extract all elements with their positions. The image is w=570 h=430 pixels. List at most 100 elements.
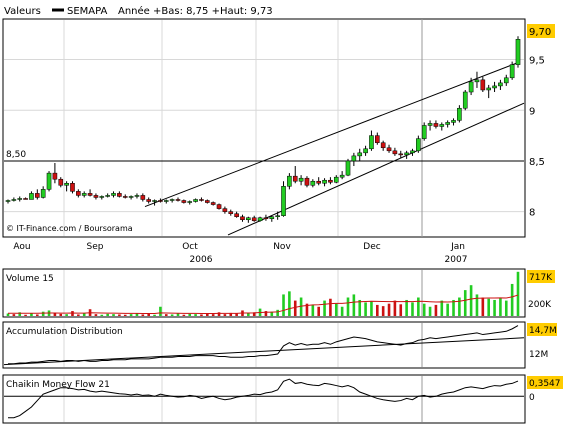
- candle-body: [457, 107, 462, 121]
- volume-bar: [77, 314, 80, 316]
- accdist-y-tick: 12M: [529, 350, 548, 360]
- candle-body: [345, 160, 351, 176]
- volume-last-box: [527, 270, 555, 283]
- volume-bar: [59, 313, 63, 316]
- header-symbol: SEMAPA: [67, 6, 108, 17]
- volume-bar: [504, 300, 508, 316]
- candle-body: [263, 217, 269, 219]
- volume-bar: [305, 303, 309, 316]
- volume-bar: [24, 314, 27, 316]
- volume-bar: [399, 304, 403, 316]
- accdist-last-box: [527, 323, 557, 336]
- month-label: Aou: [13, 242, 30, 252]
- candle-body: [175, 199, 181, 201]
- candle-body: [433, 123, 439, 127]
- volume-bar: [417, 297, 420, 316]
- volume-bar: [370, 301, 373, 316]
- candle-body: [128, 196, 134, 198]
- candle-body: [210, 202, 216, 205]
- candle-body: [357, 152, 363, 157]
- candle-body: [240, 216, 245, 221]
- candle-body: [410, 150, 415, 154]
- candle-body: [462, 91, 468, 109]
- candle-body: [257, 217, 263, 222]
- candle-body: [58, 178, 64, 186]
- candle-body: [333, 176, 339, 183]
- volume-bar: [229, 312, 233, 316]
- volume-bar: [510, 283, 514, 316]
- volume-bar: [405, 299, 408, 316]
- volume-bar: [270, 311, 274, 316]
- volume-bar: [516, 271, 520, 316]
- volume-bar: [323, 300, 326, 316]
- candle-body: [222, 208, 228, 212]
- volume-bar: [18, 312, 22, 316]
- volume-bar: [94, 314, 98, 316]
- volume-bar: [411, 302, 414, 316]
- candle-body: [111, 193, 116, 196]
- volume-bar: [346, 297, 350, 316]
- candle-body: [275, 215, 280, 217]
- candle-body: [251, 217, 257, 222]
- volume-bar: [282, 294, 285, 316]
- volume-bar: [194, 314, 197, 316]
- volume-bar: [352, 294, 356, 316]
- candle-body: [328, 179, 333, 183]
- volume-bar: [264, 311, 268, 316]
- candle-body: [287, 175, 292, 187]
- cmf-line: [8, 378, 519, 419]
- volume-bar: [6, 313, 10, 316]
- year-label: 2007: [445, 255, 468, 265]
- candle-body: [246, 217, 251, 221]
- candlesticks: [5, 36, 521, 223]
- volume-bar: [12, 314, 16, 316]
- candle-body: [404, 152, 409, 156]
- volume-bar: [376, 304, 379, 316]
- volume-average-line: [8, 294, 519, 315]
- candle-body: [163, 200, 169, 202]
- candle-body: [93, 195, 99, 198]
- candle-body: [122, 196, 128, 198]
- reference-line-label: 8,50: [6, 150, 26, 160]
- accdist-last-label: 14,7M: [529, 326, 557, 336]
- volume-bar: [135, 313, 139, 316]
- volume-bar: [288, 291, 291, 316]
- volume-panel-frame: [2, 268, 526, 318]
- cmf-last-label: 0,3547: [529, 379, 561, 389]
- volume-bar: [293, 300, 297, 316]
- header-range: Année +Bas: 8,75 +Haut: 9,73: [118, 5, 273, 17]
- candle-body: [398, 153, 404, 156]
- volume-bar: [106, 313, 109, 316]
- candle-body: [380, 142, 386, 149]
- volume-bar: [164, 314, 168, 316]
- volume-bar: [499, 297, 502, 316]
- candle-body: [81, 193, 87, 196]
- candle-body: [503, 77, 509, 84]
- volume-bar: [36, 314, 39, 316]
- candle-body: [421, 125, 427, 139]
- candle-body: [199, 199, 204, 201]
- volume-bar: [182, 314, 186, 316]
- candle-body: [117, 193, 122, 197]
- year-labels: 2006 2007: [190, 255, 468, 265]
- candle-body: [322, 179, 327, 184]
- volume-bar: [153, 314, 156, 316]
- candle-body: [392, 150, 398, 155]
- candle-body: [152, 200, 157, 202]
- candle-body: [87, 193, 93, 196]
- volume-bar: [440, 300, 444, 316]
- candle-body: [76, 191, 81, 196]
- candle-body: [386, 147, 392, 152]
- month-label: Jan: [450, 242, 465, 252]
- volume-bar: [428, 306, 432, 316]
- volume-bar: [223, 314, 227, 316]
- candle-body: [363, 148, 368, 154]
- candle-body: [181, 200, 187, 203]
- candle-body: [316, 180, 321, 184]
- volume-bar: [41, 311, 45, 316]
- lower-grid: [63, 19, 423, 422]
- month-label: Sep: [87, 242, 104, 252]
- candle-body: [375, 135, 380, 143]
- volume-bar: [458, 297, 461, 316]
- candle-body: [187, 201, 193, 203]
